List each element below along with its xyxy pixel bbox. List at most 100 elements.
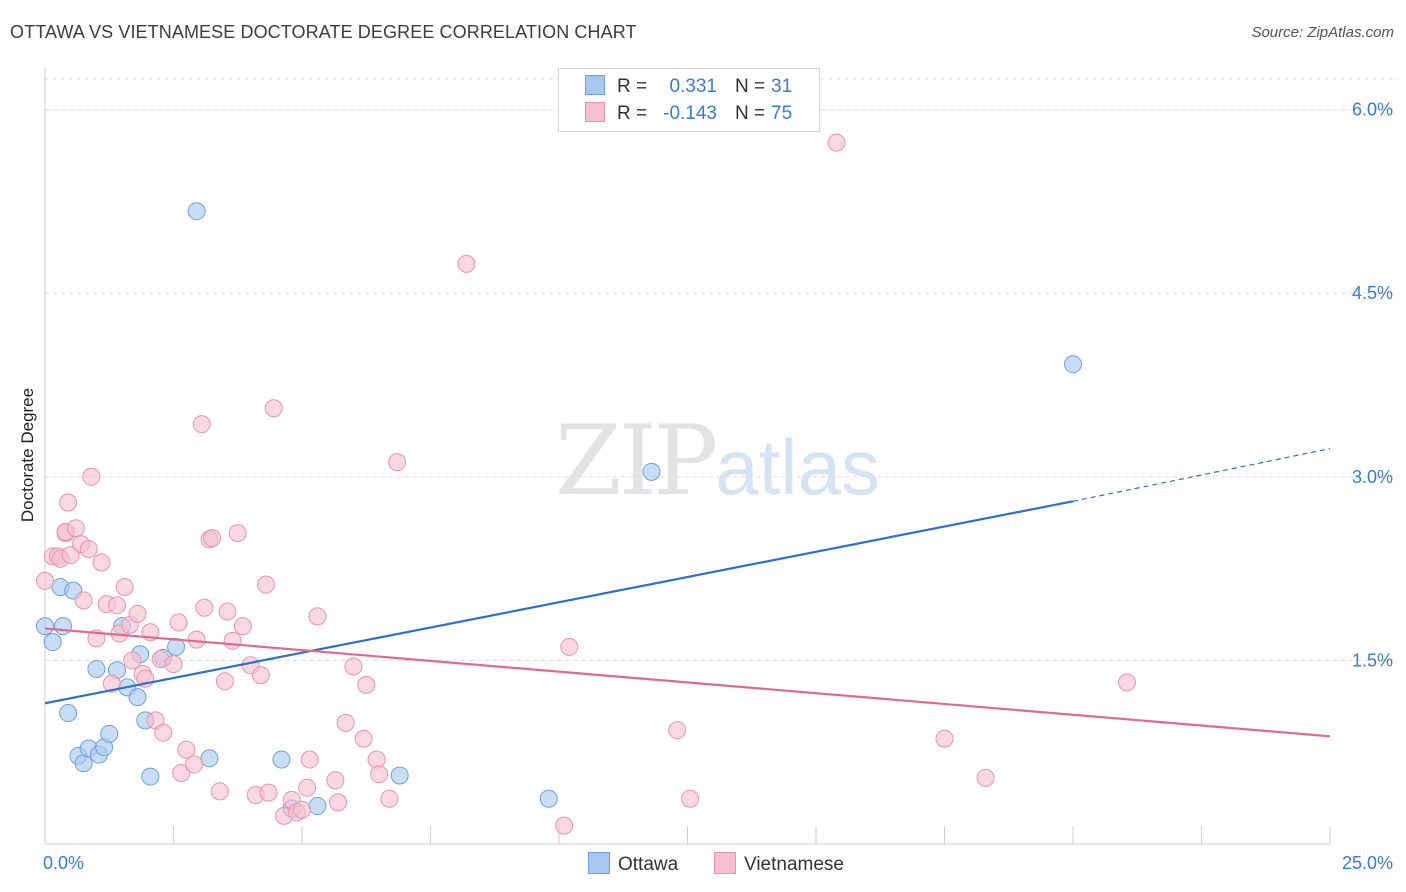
legend-r-label: R = [617, 76, 648, 97]
legend-r-value: 0.331 [669, 76, 717, 97]
data-point-vietnamese [128, 604, 147, 623]
data-point-vietnamese [336, 713, 355, 732]
data-point-ottawa [141, 767, 160, 786]
data-point-vietnamese [203, 529, 222, 547]
data-point-vietnamese [357, 675, 376, 694]
y-tick-label: 4.5% [1352, 283, 1393, 303]
legend-r-value: -0.143 [663, 103, 717, 124]
legend-swatch-vietnamese [585, 102, 605, 122]
trend-line-vietnamese [44, 627, 1331, 738]
legend-n-value: 75 [771, 103, 793, 124]
watermark: ZIPatlas [555, 405, 880, 517]
data-point-vietnamese [59, 493, 78, 512]
data-point-ottawa [200, 749, 219, 768]
bottom-legend-label-vietnamese: Vietnamese [744, 854, 844, 875]
data-point-vietnamese [388, 453, 407, 472]
data-point-vietnamese [92, 553, 111, 572]
data-point-vietnamese [344, 657, 363, 676]
data-point-vietnamese [293, 800, 311, 819]
data-point-vietnamese [210, 782, 229, 801]
y-tick-label: 6.0% [1352, 100, 1393, 120]
data-point-vietnamese [223, 631, 242, 650]
data-point-ottawa [1064, 355, 1082, 374]
data-point-vietnamese [66, 519, 85, 538]
bottom-legend-swatch-vietnamese [714, 852, 736, 874]
data-point-ottawa [539, 789, 558, 808]
data-point-vietnamese [187, 630, 206, 649]
data-point-vietnamese [555, 816, 574, 835]
watermark-zip: ZIP [555, 405, 718, 517]
legend-swatch-ottawa [585, 75, 605, 95]
bottom-legend-ottawa: Ottawa [588, 852, 678, 876]
bottom-legend-swatch-ottawa [588, 852, 610, 874]
data-point-ottawa [272, 750, 291, 769]
data-point-vietnamese [681, 789, 700, 808]
data-point-vietnamese [79, 540, 98, 559]
data-point-ottawa [128, 688, 147, 707]
chart-title: OTTAWA VS VIETNAMESE DOCTORATE DEGREE CO… [10, 22, 637, 42]
data-point-vietnamese [264, 399, 283, 418]
data-point-ottawa [308, 797, 327, 816]
data-point-ottawa [59, 704, 78, 723]
data-point-vietnamese [169, 613, 188, 632]
data-point-vietnamese [102, 674, 121, 693]
data-point-vietnamese [115, 577, 134, 596]
data-point-vietnamese [370, 765, 389, 784]
data-point-vietnamese [935, 729, 954, 748]
data-point-ottawa [87, 659, 106, 678]
data-point-ottawa [390, 766, 409, 785]
legend-row-vietnamese: R = -0.143 N = 75 [585, 102, 792, 126]
data-point-vietnamese [976, 768, 995, 787]
data-point-vietnamese [177, 740, 196, 759]
data-point-vietnamese [107, 596, 126, 615]
source-label: Source: ZipAtlas.com [1251, 24, 1394, 41]
bottom-legend-label-ottawa: Ottawa [618, 854, 679, 875]
data-point-vietnamese [827, 133, 846, 152]
data-point-vietnamese [154, 723, 173, 742]
x-tick-label: 25.0% [1342, 853, 1393, 873]
data-point-vietnamese [308, 607, 327, 626]
data-point-ottawa [642, 462, 661, 481]
data-point-ottawa [43, 633, 62, 652]
data-point-vietnamese [354, 729, 373, 748]
data-point-vietnamese [164, 655, 183, 674]
data-point-vietnamese [172, 764, 191, 783]
data-point-vietnamese [1117, 673, 1136, 692]
legend-n-value: 31 [771, 76, 793, 97]
y-tick-label: 3.0% [1352, 467, 1393, 487]
data-point-ottawa [187, 202, 206, 221]
data-point-vietnamese [367, 750, 386, 769]
data-point-vietnamese [300, 750, 319, 769]
watermark-atlas: atlas [715, 423, 880, 511]
data-point-vietnamese [560, 637, 579, 656]
data-point-vietnamese [328, 793, 347, 812]
legend-n-label: N = [735, 103, 766, 124]
trend-line-extension-ottawa [1072, 448, 1331, 502]
data-point-vietnamese [195, 598, 214, 617]
data-point-vietnamese [185, 755, 204, 774]
data-point-vietnamese [36, 571, 54, 590]
legend-n-label: N = [735, 76, 766, 97]
data-point-vietnamese [74, 591, 93, 610]
data-point-vietnamese [61, 546, 80, 565]
data-point-vietnamese [380, 789, 399, 808]
bottom-legend-vietnamese: Vietnamese [714, 852, 844, 876]
data-point-vietnamese [326, 771, 345, 790]
x-tick-label: 0.0% [43, 853, 84, 873]
data-point-vietnamese [668, 721, 687, 740]
data-point-vietnamese [192, 415, 211, 434]
data-point-vietnamese [82, 467, 101, 486]
stats-legend: R = 0.331 N = 31 R = -0.143 N = 75 [558, 68, 820, 132]
data-point-ottawa [167, 637, 186, 656]
data-point-vietnamese [257, 575, 276, 594]
data-point-vietnamese [251, 666, 270, 685]
legend-r-label: R = [617, 103, 648, 124]
data-point-vietnamese [123, 651, 142, 670]
data-point-vietnamese [457, 254, 476, 273]
data-point-vietnamese [215, 672, 234, 691]
data-point-ottawa [36, 617, 54, 636]
data-point-vietnamese [233, 617, 252, 636]
data-point-ottawa [53, 617, 72, 636]
y-axis-label: Doctorate Degree [18, 387, 37, 523]
